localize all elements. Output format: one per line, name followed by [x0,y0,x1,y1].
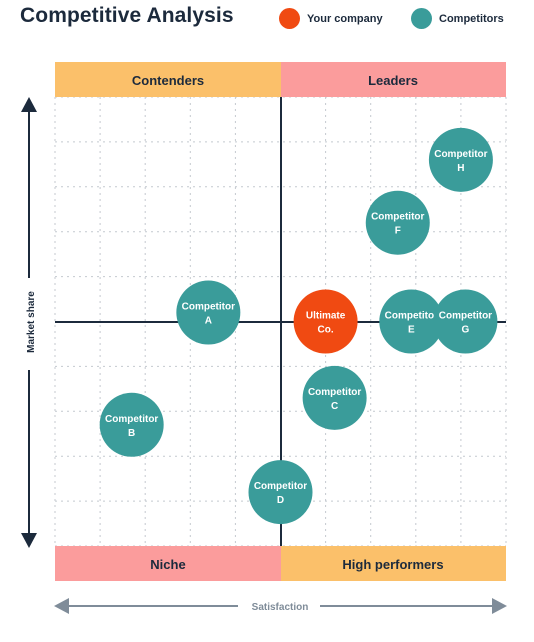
y-axis-label: Market share [26,291,37,353]
point-competitor-g: Competitor G [433,289,498,354]
point-competitor-h: Competitor H [428,127,493,192]
point-label-competitor-d-line2: D [277,495,284,506]
point-label-competitor-e-line2: E [408,325,415,336]
point-marker-competitor-c [302,365,367,430]
point-label-competitor-g-line1: Competitor [439,311,492,322]
point-marker-competitor-h [428,127,493,192]
point-label-competitor-b-line2: B [128,428,135,439]
point-competitor-d: Competitor D [248,460,313,525]
point-competitor-a: Competitor A [176,280,241,345]
legend-label-your-company: Your company [307,12,383,25]
quadrant-label-contenders: Contenders [132,73,204,88]
point-label-competitor-e-line1: Competitor [385,311,438,322]
point-marker-competitor-b [99,392,164,457]
point-marker-competitor-d [248,460,313,525]
point-label-competitor-a-line2: A [205,316,212,327]
arrow-right-icon [492,598,507,614]
page-title: Competitive Analysis [20,4,234,27]
point-competitor-f: Competitor F [365,190,430,255]
point-marker-competitor-a [176,280,241,345]
quadrant-banner-niche [55,546,281,581]
point-competitor-c: Competitor C [302,365,367,430]
point-marker-competitor-f [365,190,430,255]
point-ultimate-co: Ultimate Co. [293,289,358,354]
point-label-competitor-h-line2: H [457,163,464,174]
point-label-competitor-g-line2: G [462,325,470,336]
arrow-up-icon [21,97,37,112]
legend-swatch-competitors [411,8,432,29]
point-marker-competitor-e [379,289,444,354]
point-label-competitor-d-line1: Competitor [254,481,307,492]
point-label-competitor-a-line1: Competitor [182,302,235,313]
point-competitor-b: Competitor B [99,392,164,457]
point-label-competitor-f-line2: F [395,226,401,237]
point-label-competitor-b-line1: Competitor [105,414,158,425]
arrow-down-icon [21,533,37,548]
point-label-ultimate-co-line2: Co. [318,325,334,336]
quadrant-label-leaders: Leaders [368,73,418,88]
quadrant-banner-leaders [281,62,506,97]
arrow-left-icon [54,598,69,614]
point-label-competitor-f-line1: Competitor [371,212,424,223]
legend-swatch-your-company [279,8,300,29]
x-axis-label: Satisfaction [252,602,309,613]
quadrant-label-niche: Niche [150,557,185,572]
point-marker-ultimate-co [293,289,358,354]
point-marker-competitor-g [433,289,498,354]
point-label-competitor-c-line2: C [331,401,338,412]
point-competitor-e: Competitor E [379,289,444,354]
y-axis-arrow [21,97,37,548]
data-points: CompetitorACompetitorBCompetitorCCompeti… [99,127,498,525]
quadrant-banner-contenders [55,62,281,97]
point-label-competitor-h-line1: Competitor [434,149,487,160]
legend-item-competitors: Competitors [411,8,504,29]
point-label-competitor-c-line1: Competitor [308,387,361,398]
legend-label-competitors: Competitors [439,12,504,25]
quadrant-label-high-performers: High performers [342,557,443,572]
point-label-ultimate-co-line1: Ultimate [306,311,346,322]
x-axis-arrow [54,598,507,614]
quadrant-banner-high-performers [281,546,506,581]
legend-item-your-company: Your company [279,8,383,29]
